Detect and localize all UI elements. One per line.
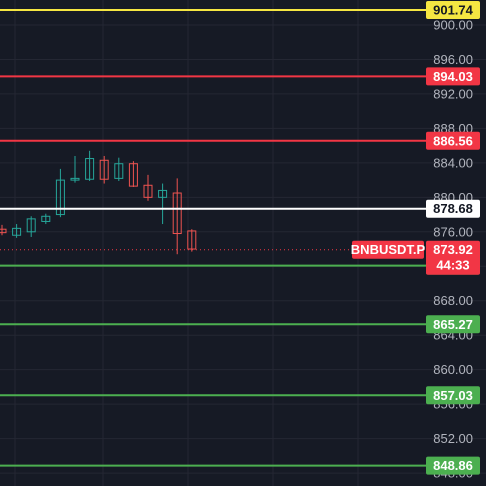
level-price-tag: [426, 315, 480, 334]
horizontal-levels: 901.74894.03886.56878.68872.07865.27857.…: [0, 0, 480, 475]
candle-body: [70, 177, 80, 181]
candle-body: [26, 218, 36, 233]
candle: [99, 155, 109, 184]
level-price-tag: [426, 131, 480, 150]
level-price-tag: [426, 199, 480, 218]
y-tick-label: 876.00: [433, 224, 473, 239]
candle: [26, 216, 36, 237]
level-line-group: 857.03: [0, 386, 480, 405]
candle: [172, 178, 182, 255]
level-price-tag: [426, 67, 480, 86]
candle-body: [12, 227, 22, 236]
candle: [0, 224, 7, 236]
level-line-group: 865.27: [0, 315, 480, 334]
level-price-label: 886.56: [433, 133, 473, 148]
candle: [114, 157, 124, 181]
y-tick-label: 852.00: [433, 431, 473, 446]
level-price-label: 894.03: [433, 69, 473, 84]
level-price-label: 878.68: [433, 201, 473, 216]
level-price-label: 848.86: [433, 458, 473, 473]
candle-body: [85, 158, 95, 180]
y-tick-label: 892.00: [433, 86, 473, 101]
candle: [158, 183, 168, 225]
y-tick-label: 868.00: [433, 293, 473, 308]
y-tick-label: 896.00: [433, 52, 473, 67]
level-price-label: 865.27: [433, 317, 473, 332]
level-price-tag: [426, 0, 480, 19]
candle-body: [55, 179, 65, 216]
candle: [41, 213, 51, 225]
level-line-group: 901.74: [0, 0, 480, 19]
y-tick-label: 860.00: [433, 362, 473, 377]
candlestick-series: [0, 150, 197, 255]
y-tick-label: 884.00: [433, 155, 473, 170]
level-line-group: 886.56: [0, 131, 480, 150]
symbol-label: BNBUSDT.P: [351, 242, 426, 257]
countdown-label: 44:33: [436, 258, 469, 273]
candle-body: [99, 159, 109, 180]
candle-body: [114, 163, 124, 179]
candle-body: [158, 189, 168, 198]
last-price-box: [426, 240, 480, 275]
level-price-label: 857.03: [433, 388, 473, 403]
candle-body: [0, 228, 7, 234]
level-line-group: 878.68: [0, 199, 480, 218]
candle-body: [187, 230, 197, 250]
candle: [128, 161, 138, 187]
y-tick-label: 900.00: [433, 17, 473, 32]
candle-body: [143, 184, 153, 198]
candle: [70, 155, 80, 183]
level-price-tag: [426, 386, 480, 405]
level-price-label: 901.74: [433, 2, 474, 17]
candle: [12, 224, 22, 238]
candle: [143, 174, 153, 201]
candle: [187, 229, 197, 252]
candle-body: [128, 163, 138, 187]
symbol-tag: [352, 240, 424, 259]
candle: [85, 150, 95, 181]
candle-body: [41, 215, 51, 222]
level-line-group: 894.03: [0, 67, 480, 86]
candle-body: [172, 192, 182, 235]
level-line-group: 848.86: [0, 456, 480, 475]
level-price-tag: [426, 456, 480, 475]
last-price-label: 873.92: [433, 242, 473, 257]
